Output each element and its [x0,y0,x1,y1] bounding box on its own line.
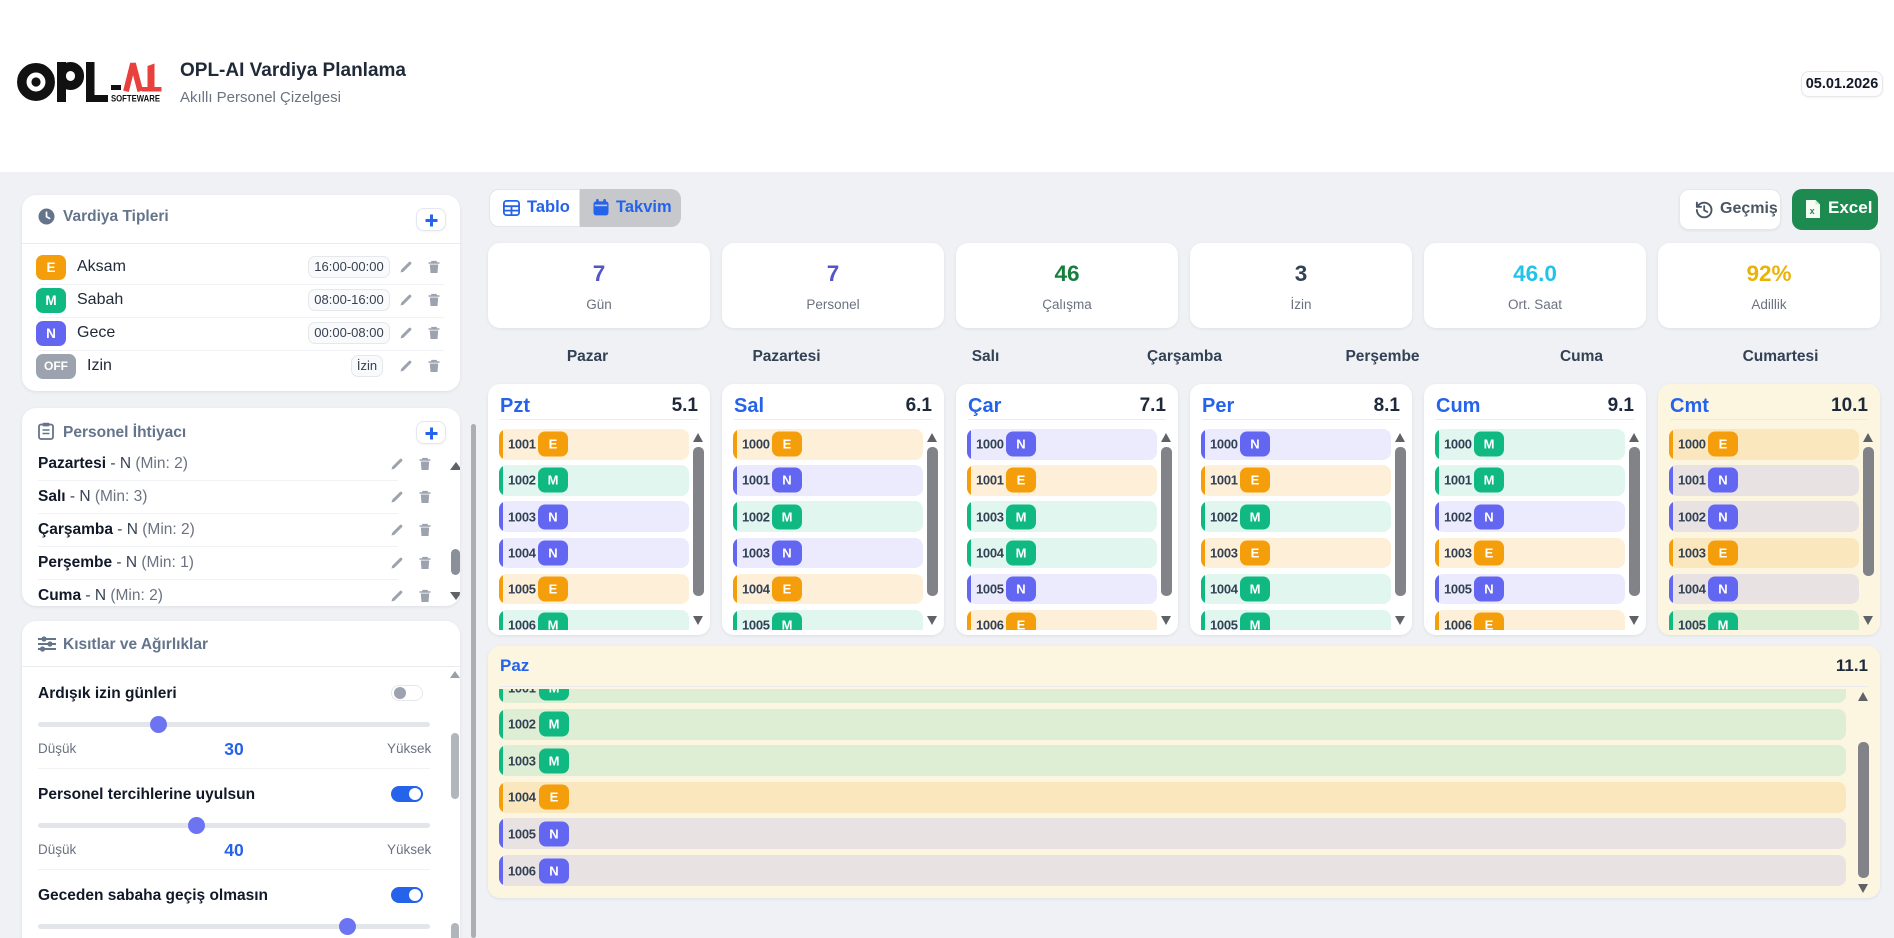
svg-text:x: x [1810,206,1815,216]
svg-text:SOFTEWARE: SOFTEWARE [111,94,160,104]
